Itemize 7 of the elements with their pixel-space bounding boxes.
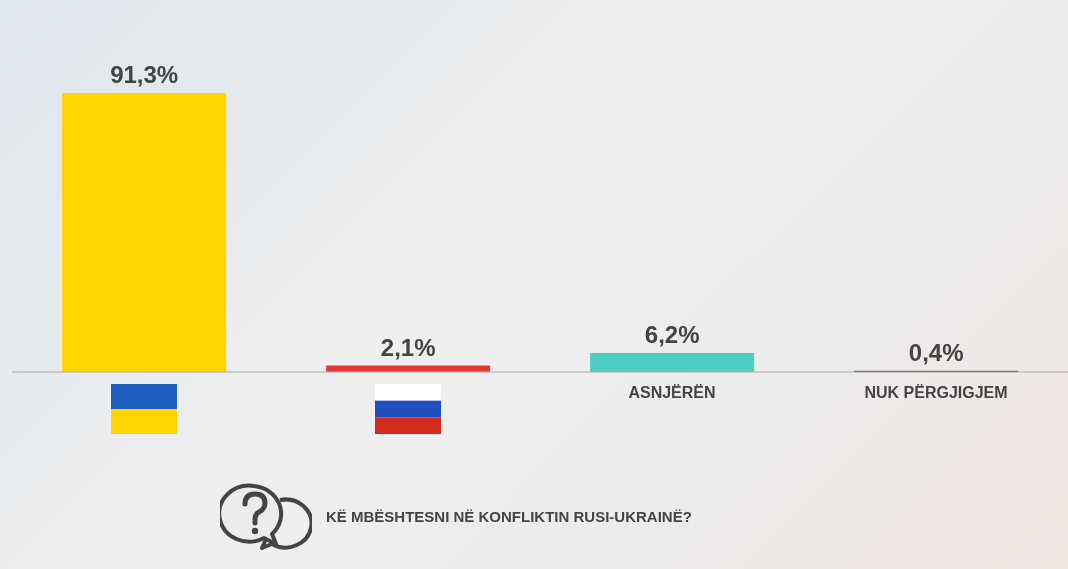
x-tick-label: ASNJËRËN bbox=[628, 384, 716, 401]
x-tick-label: NUK PËRGJIGJEM bbox=[864, 384, 1008, 401]
text: KË MBËSHTESNI NË KONFLIKTIN RUSI-UKRAINË? bbox=[326, 507, 692, 525]
data-label: 2,1% bbox=[380, 333, 436, 361]
data-label: 91,3% bbox=[110, 61, 179, 88]
data-label: 0,4% bbox=[908, 338, 964, 366]
data-label: 6,2% bbox=[644, 321, 700, 349]
